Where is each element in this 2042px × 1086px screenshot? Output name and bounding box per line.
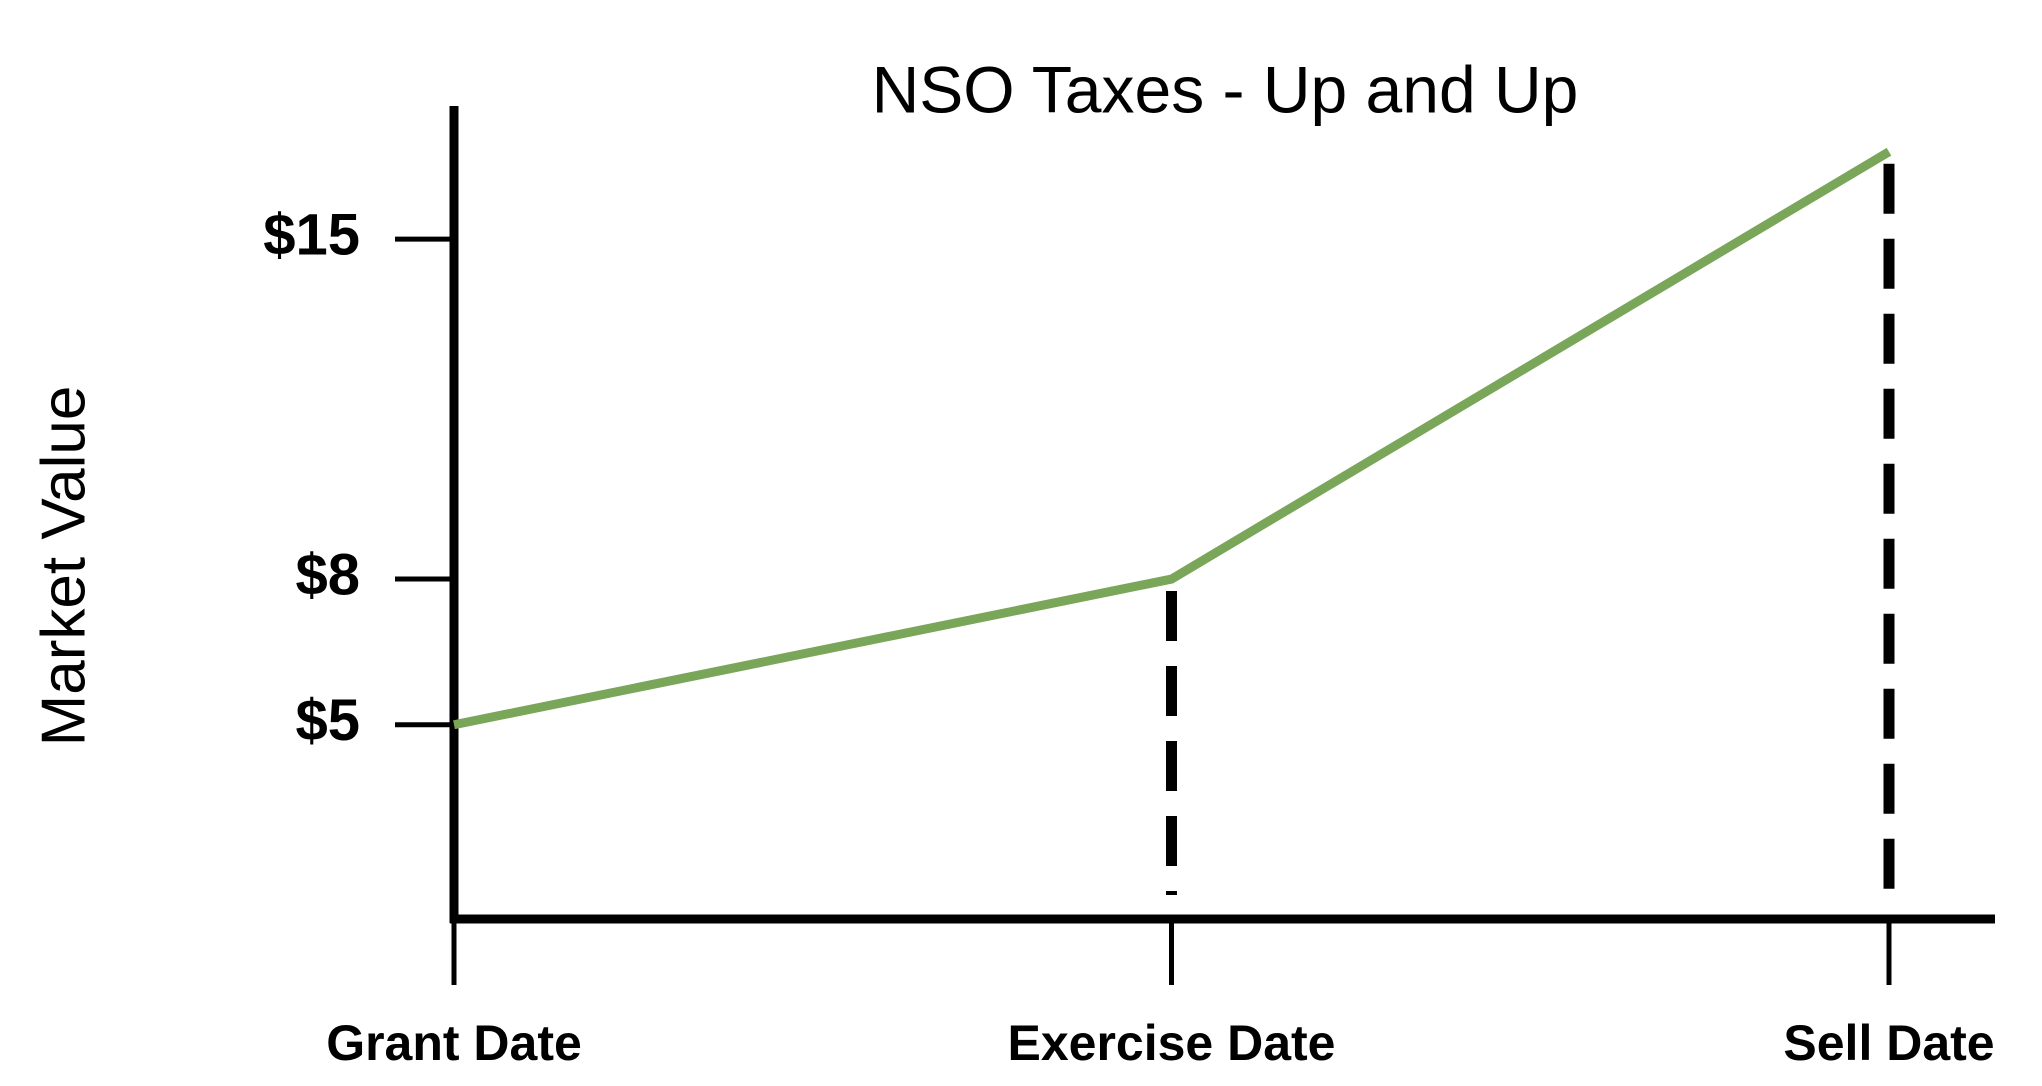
x-tick-label: Sell Date [1783,1015,1994,1071]
chart-title: NSO Taxes - Up and Up [872,52,1579,126]
y-axis-label: Market Value [29,386,98,747]
y-tick-label: $5 [295,688,360,753]
x-tick-label: Exercise Date [1007,1015,1335,1071]
series-line [453,147,1892,730]
x-tick-label: Grant Date [326,1015,582,1071]
y-tick-label: $15 [263,202,360,267]
y-tick-label: $8 [295,542,360,607]
